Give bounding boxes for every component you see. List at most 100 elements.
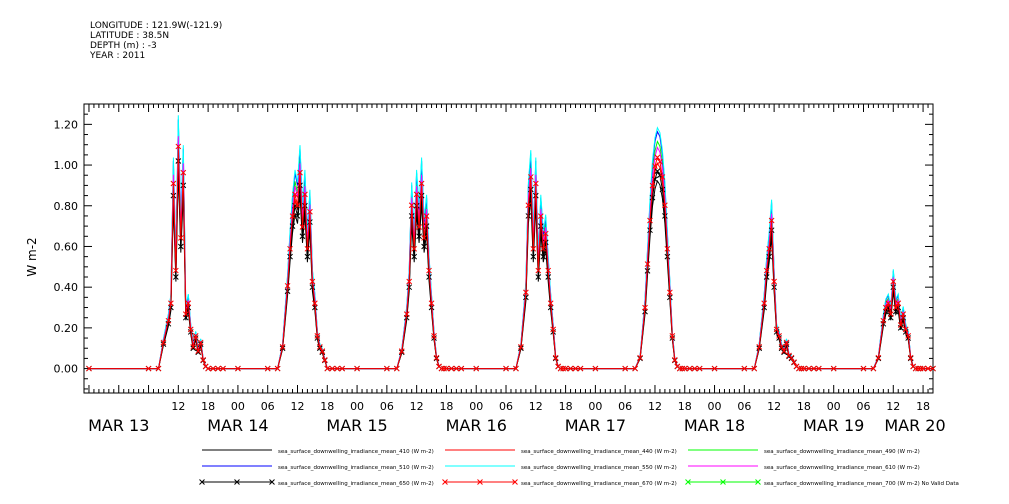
series-marker-6	[314, 335, 321, 341]
series-marker-7	[875, 354, 882, 361]
series-marker-7	[274, 365, 281, 372]
series-marker-7	[438, 365, 445, 372]
x-tick-label: 00	[469, 400, 483, 413]
series-marker-7	[773, 326, 780, 333]
series-marker-7	[324, 365, 331, 372]
series-marker-7	[287, 245, 293, 252]
series-marker-7	[917, 365, 924, 372]
series-marker-6	[195, 349, 202, 356]
series-marker-6	[426, 274, 432, 280]
series-marker-7	[652, 163, 658, 169]
y-tick-label: 0.00	[54, 363, 79, 376]
series-marker-7	[902, 326, 909, 333]
series-line-5	[89, 136, 933, 370]
y-tick-label: 0.40	[54, 281, 79, 294]
series-marker-7	[766, 245, 773, 252]
x-tick-label: 00	[708, 400, 722, 413]
series-marker-7	[416, 224, 422, 230]
series-marker-7	[572, 365, 579, 372]
series-layer	[86, 115, 936, 372]
x-tick-label: 18	[201, 400, 215, 413]
x-day-label: MAR 15	[326, 416, 387, 435]
series-marker-7	[567, 365, 574, 372]
x-tick-label: 00	[588, 400, 602, 413]
series-marker-7	[513, 365, 519, 372]
series-marker-7	[192, 333, 199, 339]
series-marker-7	[215, 365, 221, 372]
series-marker-7	[294, 202, 301, 209]
series-marker-7	[433, 354, 440, 361]
series-marker-7	[880, 317, 887, 324]
x-tick-label: 06	[618, 400, 632, 413]
series-marker-7	[676, 365, 683, 372]
series-marker-7	[532, 180, 539, 187]
series-marker-7	[235, 365, 241, 372]
series-marker-7	[907, 354, 914, 361]
legend-entry-label: sea_surface_downwelling_irradiance_mean_…	[278, 465, 434, 471]
x-tick-label: 18	[439, 400, 453, 413]
series-marker-7	[220, 365, 226, 372]
series-marker-7	[182, 311, 189, 317]
series-marker-7	[289, 213, 296, 219]
series-marker-6	[647, 227, 653, 234]
depth-label: DEPTH (m) : -3	[90, 41, 157, 51]
series-marker-7	[711, 365, 718, 372]
x-tick-label: 12	[529, 400, 543, 413]
series-marker-7	[751, 365, 758, 372]
series-marker-7	[411, 245, 418, 252]
series-marker-7	[309, 278, 316, 285]
series-marker-7	[473, 365, 480, 372]
legend-entry-label: sea_surface_downwelling_irradiance_mean_…	[521, 465, 677, 471]
series-marker-7	[649, 182, 656, 189]
series-marker-7	[205, 365, 211, 372]
series-marker-6	[540, 253, 547, 260]
y-tick-label: 1.20	[54, 118, 79, 131]
series-marker-7	[165, 317, 172, 324]
series-marker-7	[413, 191, 420, 198]
series-marker-7	[801, 365, 807, 372]
y-tick-label: 0.80	[54, 200, 79, 213]
series-marker-7	[830, 365, 837, 372]
legend-marker	[234, 479, 240, 485]
series-marker-7	[768, 217, 775, 224]
series-marker-6	[418, 192, 425, 199]
series-marker-7	[662, 202, 668, 209]
y-axis-label: W m-2	[25, 237, 39, 276]
series-marker-7	[681, 365, 688, 372]
series-marker-7	[264, 365, 271, 372]
series-marker-7	[905, 333, 912, 339]
legend-entry-label: sea_surface_downwelling_irradiance_mean_…	[764, 481, 959, 487]
legend: sea_surface_downwelling_irradiance_mean_…	[199, 449, 959, 487]
series-marker-7	[778, 343, 785, 350]
series-marker-7	[540, 245, 547, 252]
x-tick-label: 12	[171, 400, 185, 413]
series-marker-6	[304, 253, 311, 260]
series-marker-7	[441, 365, 447, 372]
series-marker-7	[550, 326, 557, 333]
series-marker-7	[180, 169, 187, 176]
series-marker-7	[897, 322, 904, 328]
series-marker-7	[523, 289, 529, 296]
series-marker-7	[428, 300, 435, 307]
x-day-label: MAR 20	[884, 416, 945, 435]
series-marker-7	[503, 365, 509, 372]
series-marker-7	[200, 357, 207, 363]
series-marker-7	[696, 365, 703, 372]
x-tick-label: 12	[290, 400, 304, 413]
series-marker-7	[525, 202, 532, 209]
series-marker-6	[168, 304, 174, 311]
series-marker-7	[545, 267, 552, 274]
series-marker-7	[448, 365, 455, 372]
series-marker-7	[145, 365, 152, 372]
series-marker-7	[761, 300, 768, 307]
series-line-6	[89, 160, 933, 370]
series-marker-7	[669, 333, 676, 339]
series-marker-7	[518, 343, 524, 350]
legend-marker	[477, 479, 483, 485]
series-marker-6	[411, 253, 418, 260]
series-marker-7	[384, 365, 390, 372]
series-marker-6	[297, 182, 303, 189]
series-marker-7	[177, 235, 184, 241]
series-marker-7	[421, 235, 427, 241]
series-marker-7	[302, 191, 308, 198]
